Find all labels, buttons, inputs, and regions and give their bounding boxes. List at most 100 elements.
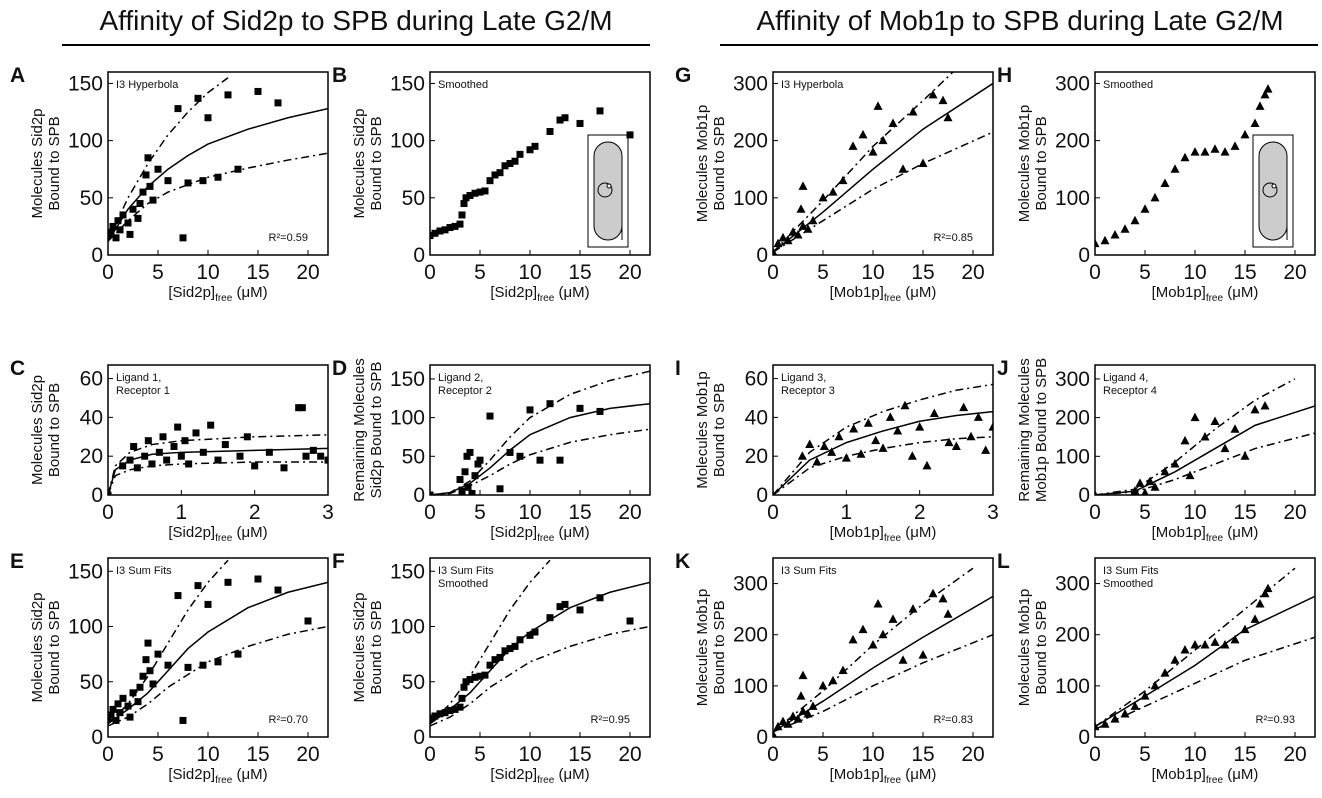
data-point [1260,588,1270,598]
fit-curve [773,72,954,253]
r-squared: R²=0.95 [591,714,630,726]
group-title: Affinity of Sid2p to SPB during Late G2/… [99,5,612,36]
fit-curve [108,447,328,495]
data-point [626,617,634,625]
data-point [596,407,604,415]
x-label-unit: (μM) [554,766,589,783]
data-point [918,650,928,659]
y-tick-label: 200 [733,624,768,647]
data-point [456,476,464,484]
panel-letter: L [997,550,1010,573]
data-point [501,647,509,655]
data-point [251,462,259,470]
y-tick-label: 150 [68,72,103,95]
data-point [796,691,806,700]
data-point [142,656,150,664]
data-point [491,656,499,664]
panel-letter: I [675,357,681,380]
y-tick-label: 50 [402,187,425,210]
data-point [136,200,144,208]
panel-letter: B [332,64,347,87]
plot-area [1095,567,1315,731]
panel-letter: E [10,550,24,573]
y-tick-label: 50 [80,187,103,210]
y-tick-label: 40 [80,406,103,429]
data-point [1250,118,1260,127]
x-label-unit: (μM) [901,766,936,783]
x-tick-label: 15 [246,743,269,766]
data-point [536,456,544,464]
fit-curve [773,595,993,733]
data-point [431,229,439,237]
data-point [1095,490,1098,495]
x-tick-label: 0 [102,501,114,524]
fit-curve [108,461,328,495]
x-tick-label: 20 [1283,743,1306,766]
x-tick-label: 5 [1139,501,1151,524]
fit-curve [108,77,229,242]
x-tick-label: 15 [911,743,934,766]
data-point [446,224,454,232]
y-tick-label: 0 [1078,484,1090,507]
x-label-unit: (μM) [1223,766,1258,783]
data-point [576,119,584,127]
data-point [561,114,569,122]
data-point [1250,614,1260,623]
data-point [808,701,818,710]
data-point [474,460,482,468]
x-label-sub: free [1206,533,1224,544]
data-point [773,721,783,731]
x-label-main: [Mob1p] [1152,766,1206,783]
y-tick-label: 50 [402,671,425,694]
data-point [154,650,162,658]
x-tick-label: 0 [1089,501,1101,524]
y-axis-label: Bound to SPB [46,600,63,694]
data-point [803,708,813,718]
data-point [828,187,838,196]
data-point [461,468,469,476]
x-tick-label: 2 [914,501,926,524]
data-point [849,424,859,433]
fit-curve [1095,636,1315,731]
fit-curve [430,370,650,495]
data-point [951,441,961,450]
x-tick-label: 10 [1183,501,1206,524]
data-point [778,232,788,242]
x-tick-label: 20 [296,261,319,284]
y-tick-label: 100 [390,616,425,639]
data-point [1200,147,1210,156]
x-tick-label: 0 [767,743,779,766]
data-point [798,706,808,715]
data-point [773,238,783,248]
x-label-main: [Mob1p] [830,284,884,301]
x-label-unit: (μM) [901,524,936,541]
x-label-sub: free [537,293,555,304]
data-point [1200,639,1210,649]
x-tick-label: 2 [249,501,261,524]
plot-area [430,559,650,727]
data-point [174,105,182,113]
data-point [476,672,484,680]
x-label-main: [Mob1p] [830,766,884,783]
data-point [430,491,434,495]
y-axis-label: Molecules Mob1p [1016,105,1033,223]
data-point [1240,129,1250,139]
data-point [1130,701,1140,710]
data-point [224,91,232,99]
data-point [1185,470,1195,480]
x-tick-label: 20 [961,743,984,766]
data-point [556,456,564,464]
data-point [108,711,115,719]
y-tick-label: 0 [756,244,768,267]
panel: E 0 50 100 150 0 5 10 15 20 [Sid2p]free (μM) Molecu… [10,550,329,786]
data-point [858,129,868,139]
data-point [981,445,991,454]
fit-curve [773,634,993,733]
x-tick-label: 3 [322,501,334,524]
data-point [274,586,282,594]
panel-annotation: Receptor 1 [116,385,170,397]
y-axis-label: Bound to SPB [711,116,728,210]
panel: I 0 20 40 60 0 1 2 3 [Mob1p]free (μM) Molecules Mo… [675,357,999,544]
y-tick-label: 300 [733,573,768,596]
